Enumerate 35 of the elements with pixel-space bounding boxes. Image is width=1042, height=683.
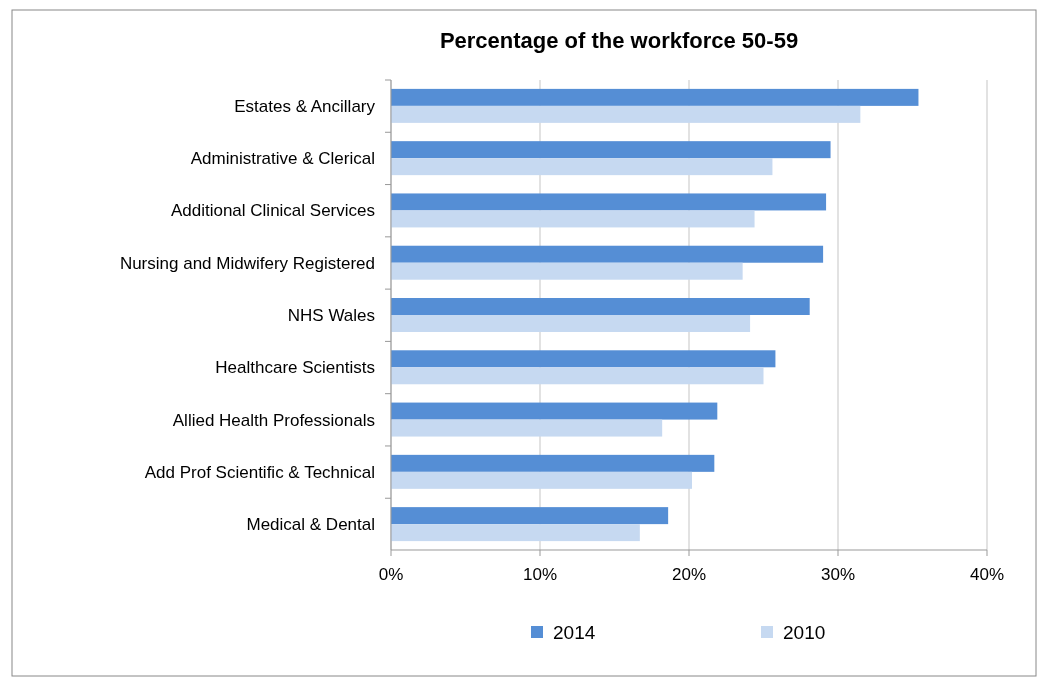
bar [391, 454, 715, 472]
y-tick-label: Nursing and Midwifery Registered [119, 253, 375, 273]
x-tick-label: 10% [522, 565, 558, 584]
bar [391, 262, 743, 280]
y-tick-label: Administrative & Clerical [190, 149, 375, 169]
bar [391, 524, 640, 542]
bar [391, 245, 824, 263]
bar [391, 471, 692, 489]
bar [391, 210, 755, 228]
x-tick-label: 0% [378, 565, 404, 584]
y-tick-label: Additional Clinical Services [170, 201, 375, 221]
bar [391, 298, 810, 315]
y-tick-label: Allied Health Professionals [172, 410, 375, 430]
chart-title: Percentage of the workforce 50-59 [439, 28, 799, 53]
x-tick-label: 20% [671, 565, 707, 584]
bar [391, 402, 718, 420]
bar [391, 105, 861, 123]
x-tick-label: 30% [820, 565, 856, 584]
bar [391, 350, 776, 368]
legend-label: 2010 [783, 622, 826, 643]
bar [391, 507, 669, 525]
y-tick-label: Healthcare Scientists [215, 358, 375, 378]
bar [391, 141, 831, 159]
y-tick-label: Estates & Ancillary [234, 96, 376, 116]
y-tick-label: NHS Wales [287, 306, 375, 325]
legend-label: 2014 [553, 622, 596, 643]
bar [391, 158, 773, 176]
y-tick-label: Add Prof Scientific & Technical [144, 462, 375, 482]
x-tick-label: 40% [969, 565, 1005, 584]
bar [391, 419, 663, 437]
bar [391, 367, 764, 385]
bar [391, 315, 751, 332]
bar [391, 193, 827, 211]
bar [391, 88, 919, 106]
y-tick-label: Medical & Dental [246, 515, 375, 535]
